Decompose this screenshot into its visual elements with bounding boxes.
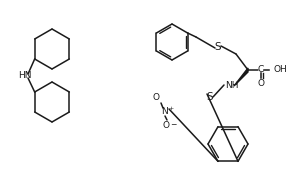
Text: S: S [215, 42, 221, 52]
Text: C: C [258, 66, 264, 74]
Text: S: S [207, 92, 213, 102]
Text: O: O [258, 78, 265, 88]
Text: −: − [170, 120, 177, 130]
Text: O: O [162, 122, 169, 130]
Polygon shape [234, 68, 248, 86]
Text: O: O [153, 94, 160, 102]
Text: OH: OH [274, 66, 288, 74]
Text: +: + [169, 106, 174, 112]
Text: HN: HN [18, 72, 32, 80]
Text: NH: NH [225, 82, 239, 90]
Text: N: N [161, 108, 168, 116]
